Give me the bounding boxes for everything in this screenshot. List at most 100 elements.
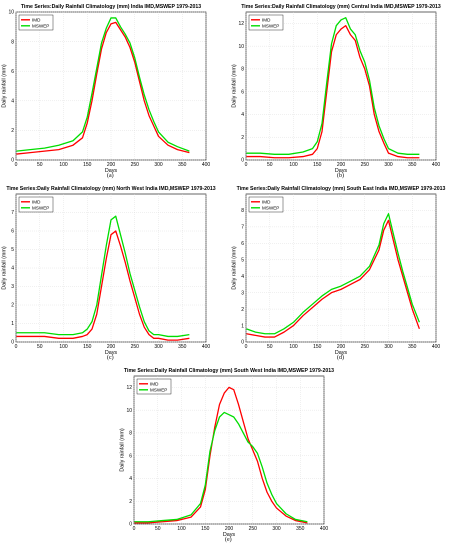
y-tick-label: 6 xyxy=(11,229,14,235)
y-tick-label: 6 xyxy=(129,453,132,459)
x-tick-label: 300 xyxy=(384,162,393,168)
y-tick-label: 2 xyxy=(129,499,132,505)
x-tick-label: 200 xyxy=(107,344,116,350)
x-axis-label: Days xyxy=(105,350,118,356)
chart-title: Time Series:Daily Rainfall Climatology (… xyxy=(241,4,441,10)
chart-title: Time Series:Daily Rainfall Climatology (… xyxy=(21,4,201,10)
x-tick-label: 350 xyxy=(408,344,417,350)
x-tick-label: 200 xyxy=(107,162,116,168)
x-tick-label: 0 xyxy=(245,162,248,168)
y-axis-label: Daily rainfall (mm) xyxy=(232,246,238,290)
x-tick-label: 250 xyxy=(131,162,140,168)
y-tick-label: 12 xyxy=(238,21,244,27)
y-tick-label: 4 xyxy=(11,266,14,272)
x-tick-label: 400 xyxy=(202,344,211,350)
x-tick-label: 400 xyxy=(432,344,441,350)
x-tick-label: 350 xyxy=(296,526,305,532)
caption-b: (b) xyxy=(337,173,344,179)
x-tick-label: 300 xyxy=(154,162,163,168)
y-tick-label: 7 xyxy=(241,225,244,231)
y-tick-label: 0 xyxy=(129,522,132,528)
y-tick-label: 10 xyxy=(238,44,244,50)
y-tick-label: 1 xyxy=(241,323,244,329)
y-tick-label: 8 xyxy=(11,39,14,45)
x-axis-label: Days xyxy=(335,168,348,174)
series-line-imd xyxy=(16,21,190,155)
legend-entry: MSWEP xyxy=(32,23,49,28)
y-tick-label: 2 xyxy=(11,128,14,134)
y-tick-label: 0 xyxy=(11,158,14,164)
caption-e: (e) xyxy=(225,537,232,543)
chart-svg-e: Time Series:Daily Rainfall Climatology (… xyxy=(120,368,335,538)
y-tick-label: 0 xyxy=(241,340,244,346)
caption-a: (a) xyxy=(107,173,114,179)
y-tick-label: 3 xyxy=(241,290,244,296)
x-tick-label: 50 xyxy=(267,344,273,350)
y-tick-label: 6 xyxy=(11,69,14,75)
y-tick-label: 6 xyxy=(241,89,244,95)
x-tick-label: 350 xyxy=(408,162,417,168)
x-axis-label: Days xyxy=(223,532,236,538)
x-tick-label: 200 xyxy=(225,526,234,532)
chart-svg-d: Time Series:Daily Rainfall Climatology (… xyxy=(232,186,446,356)
y-tick-label: 4 xyxy=(241,274,244,280)
chart-panel-d: Time Series:Daily Rainfall Climatology (… xyxy=(232,184,446,364)
x-tick-label: 200 xyxy=(337,162,346,168)
y-tick-label: 6 xyxy=(241,241,244,247)
y-tick-label: 3 xyxy=(11,284,14,290)
chart-panel-b: Time Series:Daily Rainfall Climatology (… xyxy=(232,2,442,182)
y-tick-label: 0 xyxy=(241,158,244,164)
caption-c: (c) xyxy=(107,355,114,361)
x-tick-label: 100 xyxy=(289,344,298,350)
x-tick-label: 300 xyxy=(154,344,163,350)
x-tick-label: 150 xyxy=(83,162,92,168)
chart-title: Time Series:Daily Rainfall Climatology (… xyxy=(237,186,446,192)
y-tick-label: 10 xyxy=(126,408,132,414)
x-tick-label: 50 xyxy=(267,162,273,168)
x-tick-label: 150 xyxy=(201,526,210,532)
y-axis-label: Daily rainfall (mm) xyxy=(120,428,126,472)
series-line-mswep xyxy=(246,17,420,155)
y-tick-label: 2 xyxy=(241,307,244,313)
x-tick-label: 250 xyxy=(131,344,140,350)
y-tick-label: 4 xyxy=(129,476,132,482)
x-tick-label: 100 xyxy=(289,162,298,168)
x-tick-label: 100 xyxy=(177,526,186,532)
legend-entry: IMD xyxy=(150,381,159,386)
legend-entry: IMD xyxy=(32,199,41,204)
x-tick-label: 400 xyxy=(432,162,441,168)
series-line-imd xyxy=(246,25,420,159)
x-tick-label: 350 xyxy=(178,162,187,168)
x-tick-label: 150 xyxy=(313,162,322,168)
x-tick-label: 150 xyxy=(313,344,322,350)
x-tick-label: 350 xyxy=(178,344,187,350)
chart-svg-a: Time Series:Daily Rainfall Climatology (… xyxy=(2,4,211,174)
x-tick-label: 0 xyxy=(133,526,136,532)
chart-title: Time Series:Daily Rainfall Climatology (… xyxy=(6,186,215,192)
x-tick-label: 50 xyxy=(155,526,161,532)
y-axis-label: Daily rainfall (mm) xyxy=(2,246,8,290)
legend-entry: MSWEP xyxy=(262,205,279,210)
x-tick-label: 250 xyxy=(361,162,370,168)
legend-entry: MSWEP xyxy=(150,387,167,392)
y-tick-label: 5 xyxy=(241,257,244,263)
y-tick-label: 8 xyxy=(129,431,132,437)
chart-panel-c: Time Series:Daily Rainfall Climatology (… xyxy=(2,184,216,364)
x-tick-label: 400 xyxy=(320,526,329,532)
chart-panel-e: Time Series:Daily Rainfall Climatology (… xyxy=(120,366,335,546)
legend-entry: MSWEP xyxy=(32,205,49,210)
y-tick-label: 7 xyxy=(11,210,14,216)
legend-entry: IMD xyxy=(32,17,41,22)
x-axis-label: Days xyxy=(335,350,348,356)
x-axis-label: Days xyxy=(105,168,118,174)
y-tick-label: 12 xyxy=(126,385,132,391)
x-tick-label: 200 xyxy=(337,344,346,350)
x-tick-label: 150 xyxy=(83,344,92,350)
y-tick-label: 8 xyxy=(241,67,244,73)
y-tick-label: 2 xyxy=(241,135,244,141)
x-tick-label: 300 xyxy=(272,526,281,532)
x-tick-label: 0 xyxy=(245,344,248,350)
legend-entry: MSWEP xyxy=(262,23,279,28)
x-tick-label: 50 xyxy=(37,344,43,350)
y-tick-label: 0 xyxy=(11,340,14,346)
